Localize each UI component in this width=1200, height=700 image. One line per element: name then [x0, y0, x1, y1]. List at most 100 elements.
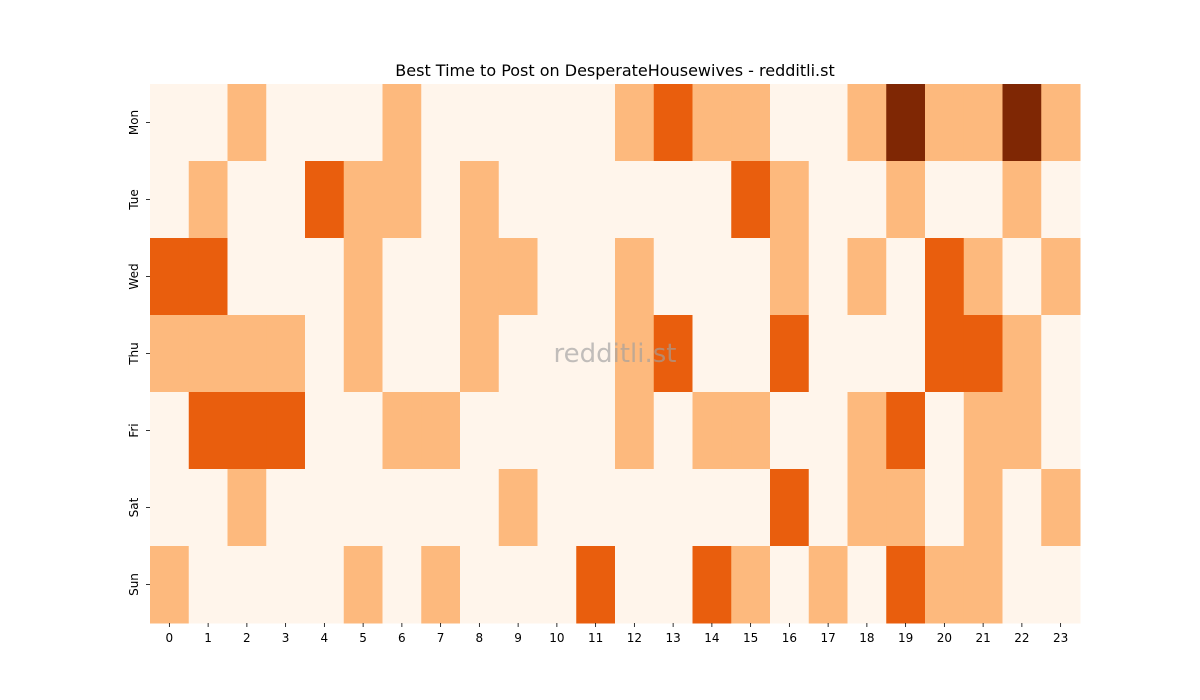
heatmap-cell-thu-5 [343, 315, 383, 393]
heatmap-cell-sun-9 [498, 546, 538, 624]
heatmap-cell-thu-8 [460, 315, 500, 393]
heatmap-cell-sun-14 [692, 546, 732, 624]
heatmap-cell-mon-16 [770, 84, 810, 162]
heatmap-cell-wed-20 [925, 238, 965, 316]
x-tick-label: 12 [627, 631, 642, 645]
x-tick-label: 21 [975, 631, 990, 645]
heatmap-cell-sun-19 [886, 546, 926, 624]
heatmap-cell-wed-8 [460, 238, 500, 316]
heatmap-cell-sun-22 [1002, 546, 1042, 624]
heatmap-cell-mon-12 [615, 84, 655, 162]
heatmap-cell-sun-16 [770, 546, 810, 624]
heatmap-cell-sat-19 [886, 469, 926, 547]
x-tick-label: 20 [937, 631, 952, 645]
heatmap-cell-fri-14 [692, 392, 732, 470]
heatmap-cell-tue-2 [227, 161, 267, 239]
heatmap-cell-sun-0 [150, 546, 190, 624]
heatmap-cell-fri-15 [731, 392, 771, 470]
heatmap-cell-wed-10 [537, 238, 577, 316]
heatmap-cell-tue-9 [498, 161, 538, 239]
heatmap-cell-tue-6 [382, 161, 422, 239]
heatmap-cell-mon-10 [537, 84, 577, 162]
x-tick-label: 6 [398, 631, 406, 645]
heatmap-cell-sun-10 [537, 546, 577, 624]
heatmap-cell-sat-21 [963, 469, 1003, 547]
heatmap-cell-mon-13 [653, 84, 693, 162]
heatmap-cell-sat-18 [847, 469, 887, 547]
y-tick-label-sun: Sun [127, 573, 141, 596]
heatmap-cell-sun-6 [382, 546, 422, 624]
heatmap-cell-sun-23 [1041, 546, 1081, 624]
heatmap-cell-sat-14 [692, 469, 732, 547]
heatmap-cell-wed-12 [615, 238, 655, 316]
heatmap-cell-mon-21 [963, 84, 1003, 162]
x-tick-label: 13 [665, 631, 680, 645]
heatmap-cell-tue-22 [1002, 161, 1042, 239]
heatmap-cell-sun-17 [808, 546, 848, 624]
heatmap-cell-tue-19 [886, 161, 926, 239]
heatmap-cell-sat-22 [1002, 469, 1042, 547]
heatmap-cell-sun-8 [460, 546, 500, 624]
y-tick-label-thu: Thu [127, 342, 141, 366]
heatmap-cell-mon-1 [188, 84, 228, 162]
heatmap-cell-thu-1 [188, 315, 228, 393]
heatmap-cell-tue-3 [266, 161, 306, 239]
heatmap-cell-wed-23 [1041, 238, 1081, 316]
heatmap-cell-thu-15 [731, 315, 771, 393]
heatmap-cell-mon-2 [227, 84, 267, 162]
heatmap-cell-wed-9 [498, 238, 538, 316]
heatmap-cell-thu-16 [770, 315, 810, 393]
heatmap-cell-thu-7 [421, 315, 461, 393]
x-tick-label: 3 [282, 631, 290, 645]
heatmap-cell-sat-9 [498, 469, 538, 547]
heatmap-cell-fri-4 [305, 392, 345, 470]
heatmap-cell-sun-11 [576, 546, 616, 624]
heatmap-cell-fri-21 [963, 392, 1003, 470]
heatmap-cell-sun-15 [731, 546, 771, 624]
y-tick-label-fri: Fri [127, 423, 141, 437]
heatmap-cell-wed-0 [150, 238, 190, 316]
heatmap-cell-sun-3 [266, 546, 306, 624]
x-tick-label: 17 [820, 631, 835, 645]
heatmap-cell-tue-4 [305, 161, 345, 239]
heatmap-cell-fri-20 [925, 392, 965, 470]
heatmap-cell-fri-19 [886, 392, 926, 470]
heatmap-cell-thu-0 [150, 315, 190, 393]
heatmap-cell-tue-7 [421, 161, 461, 239]
heatmap-cell-sun-21 [963, 546, 1003, 624]
y-tick-label-wed: Wed [127, 263, 141, 289]
x-tick-label: 22 [1014, 631, 1029, 645]
heatmap-cell-fri-9 [498, 392, 538, 470]
heatmap-cell-sun-20 [925, 546, 965, 624]
heatmap-cell-tue-21 [963, 161, 1003, 239]
x-tick-label: 9 [514, 631, 522, 645]
heatmap-cell-sat-11 [576, 469, 616, 547]
heatmap-cell-thu-11 [576, 315, 616, 393]
heatmap-cell-thu-22 [1002, 315, 1042, 393]
heatmap-cell-tue-20 [925, 161, 965, 239]
y-tick-label-tue: Tue [127, 189, 141, 211]
x-tick-label: 4 [321, 631, 329, 645]
heatmap-cell-mon-19 [886, 84, 926, 162]
heatmap-cell-tue-14 [692, 161, 732, 239]
heatmap-cell-sat-17 [808, 469, 848, 547]
heatmap-cell-fri-5 [343, 392, 383, 470]
heatmap-cell-sat-3 [266, 469, 306, 547]
x-tick-label: 5 [359, 631, 367, 645]
heatmap-cell-sat-15 [731, 469, 771, 547]
x-tick-label: 7 [437, 631, 445, 645]
heatmap-cell-thu-13 [653, 315, 693, 393]
heatmap-cell-sat-6 [382, 469, 422, 547]
heatmap-cell-tue-16 [770, 161, 810, 239]
heatmap-cell-sat-0 [150, 469, 190, 547]
heatmap-cell-tue-10 [537, 161, 577, 239]
heatmap-cell-mon-14 [692, 84, 732, 162]
heatmap-cell-sun-5 [343, 546, 383, 624]
heatmap-cell-mon-22 [1002, 84, 1042, 162]
heatmap-cell-tue-23 [1041, 161, 1081, 239]
heatmap-cell-fri-8 [460, 392, 500, 470]
heatmap-cell-fri-16 [770, 392, 810, 470]
heatmap-cell-mon-8 [460, 84, 500, 162]
heatmap-cell-thu-9 [498, 315, 538, 393]
